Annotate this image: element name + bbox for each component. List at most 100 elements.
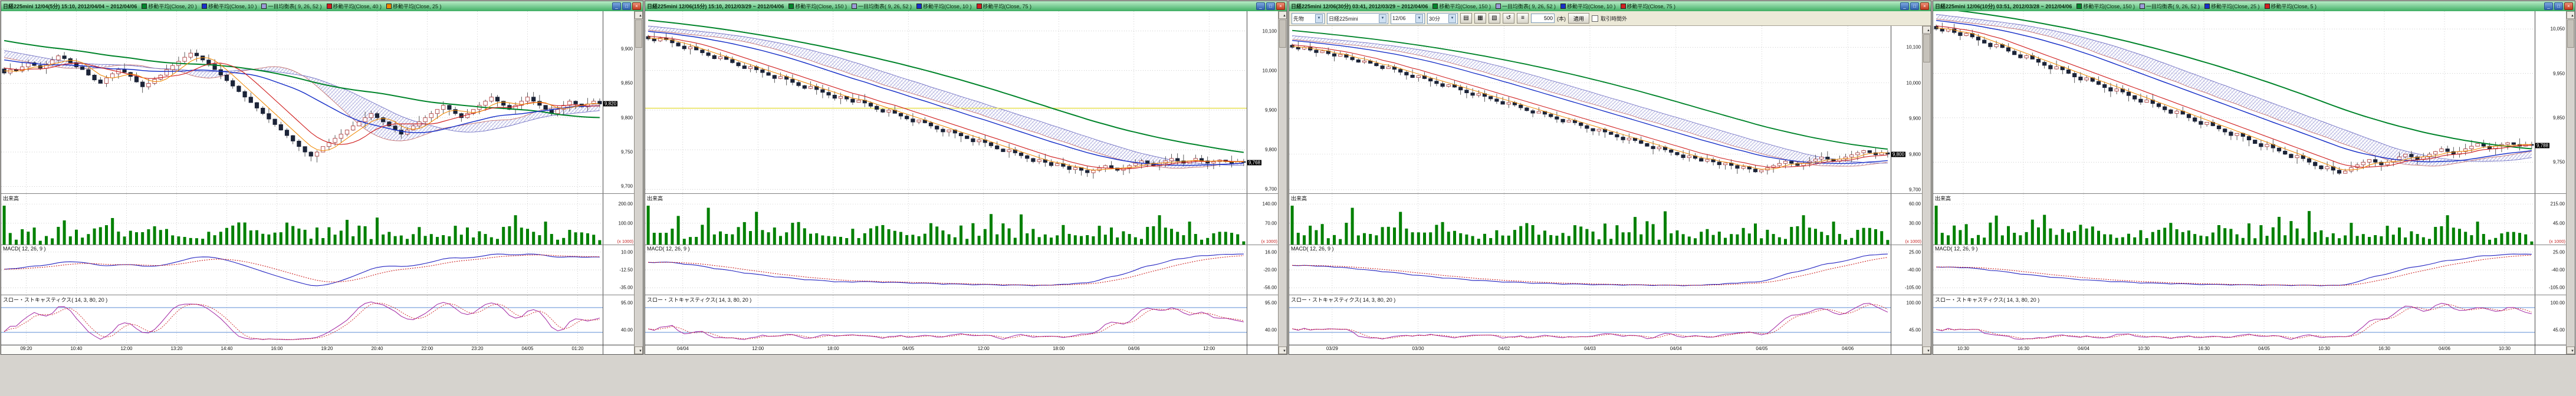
- stochastics-chart[interactable]: スロー・ストキャスティクス( 14, 3, 80, 20 ): [1, 295, 603, 345]
- legend-swatch-icon: [2139, 4, 2145, 9]
- price-chart[interactable]: [1289, 26, 1891, 193]
- maximize-button[interactable]: □: [1266, 2, 1275, 10]
- stochastics-chart[interactable]: スロー・ストキャスティクス( 14, 3, 80, 20 ): [1933, 295, 2535, 345]
- stochastics-axis: 100.00 45.00: [2535, 295, 2566, 345]
- volume-chart[interactable]: 出来高: [1289, 194, 1891, 245]
- price-chart[interactable]: [1933, 11, 2535, 193]
- maximize-button[interactable]: □: [1910, 2, 1919, 10]
- minimize-button[interactable]: _: [2544, 2, 2553, 10]
- time-tick-label: 18:00: [827, 346, 839, 351]
- axis-tick: 45.00: [1908, 327, 1921, 333]
- scrollbar-thumb[interactable]: [2567, 19, 2574, 48]
- stochastics-axis: 95.00 40.00: [1247, 295, 1278, 345]
- vertical-scrollbar[interactable]: ▲ ▼: [2566, 11, 2575, 354]
- price-chart[interactable]: [645, 11, 1247, 193]
- scroll-down-button[interactable]: ▼: [635, 346, 643, 354]
- timeframe-select[interactable]: 30分 ▼: [1427, 12, 1458, 24]
- close-button[interactable]: ×: [1276, 2, 1285, 10]
- window-titlebar[interactable]: 日経225mini 12/04(5分) 15:10, 2012/04/04 ~ …: [1, 1, 643, 11]
- window-titlebar[interactable]: 日経225mini 12/06(10分) 03:51, 2012/03/28 ~…: [1933, 1, 2575, 11]
- legend-swatch-icon: [1620, 4, 1626, 9]
- macd-chart[interactable]: MACD( 12, 26, 9 ): [1289, 245, 1891, 295]
- maximize-button[interactable]: □: [622, 2, 631, 10]
- chevron-down-icon[interactable]: ▼: [1448, 14, 1456, 23]
- after-hours-checkbox[interactable]: [1592, 15, 1599, 22]
- price-chart[interactable]: [1, 11, 603, 193]
- macd-chart[interactable]: MACD( 12, 26, 9 ): [1933, 245, 2535, 295]
- volume-chart[interactable]: 出来高: [1, 194, 603, 245]
- chart-window: 日経225mini 12/06(10分) 03:51, 2012/03/28 ~…: [1933, 1, 2575, 355]
- stochastics-chart[interactable]: スロー・ストキャスティクス( 14, 3, 80, 20 ): [645, 295, 1247, 345]
- volume-chart[interactable]: 出来高: [1933, 194, 2535, 245]
- chart-type-candle-button[interactable]: ▤: [1460, 13, 1472, 24]
- legend-item: 移動平均(Close, 10 ): [1560, 2, 1616, 10]
- legend-label: 移動平均(Close, 40 ): [333, 4, 382, 9]
- scroll-up-button[interactable]: ▲: [635, 11, 643, 19]
- scroll-up-button[interactable]: ▲: [1279, 11, 1287, 19]
- bar-count-input[interactable]: [1531, 14, 1555, 23]
- stochastics-chart[interactable]: スロー・ストキャスティクス( 14, 3, 80, 20 ): [1289, 295, 1891, 345]
- macd-chart[interactable]: MACD( 12, 26, 9 ): [1, 245, 603, 295]
- time-axis: 09:20 10:40 12:00 13:20 14:40 16:00 19:20 20:40…: [1, 345, 603, 354]
- time-axis-corner: [1891, 345, 1922, 354]
- minimize-button[interactable]: _: [1900, 2, 1909, 10]
- scroll-down-button[interactable]: ▼: [2567, 346, 2575, 354]
- time-tick-label: 04/05: [1756, 346, 1768, 351]
- window-titlebar[interactable]: 日経225mini 12/06(30分) 03:41, 2012/03/29 ~…: [1289, 1, 1931, 11]
- indicator-legends: 移動平均(Close, 150 ) 一目均衡表( 9, 26, 52 ) 移動平均(…: [2076, 2, 2539, 10]
- axis-tick: 9,800: [620, 115, 633, 121]
- scrollbar-thumb[interactable]: [635, 19, 642, 48]
- volume-chart[interactable]: 出来高: [645, 194, 1247, 245]
- scrollbar-thumb[interactable]: [1279, 19, 1286, 48]
- contract-select[interactable]: 12/06 ▼: [1391, 12, 1425, 24]
- macd-chart[interactable]: MACD( 12, 26, 9 ): [645, 245, 1247, 295]
- axis-tick: -105.00: [1904, 285, 1921, 291]
- maximize-button[interactable]: □: [2554, 2, 2563, 10]
- axis-tick: 9,800: [1908, 151, 1921, 157]
- chevron-down-icon[interactable]: ▼: [1379, 14, 1386, 23]
- axis-tick: 9,700: [620, 183, 633, 189]
- legend-item: 移動平均(Close, 10 ): [201, 2, 257, 10]
- apply-button[interactable]: 適用: [1568, 13, 1590, 24]
- legend-item: 移動平均(Close, 25 ): [386, 2, 442, 10]
- chart-type-line-button[interactable]: ▧: [1489, 13, 1500, 24]
- axis-tick: 60.00: [1908, 201, 1921, 207]
- vertical-scrollbar[interactable]: ▲ ▼: [1278, 11, 1287, 354]
- time-tick-label: 13:20: [170, 346, 183, 351]
- legend-label: 移動平均(Close, 20 ): [148, 4, 197, 9]
- scroll-up-button[interactable]: ▲: [1923, 26, 1931, 34]
- settings-button[interactable]: ≡: [1517, 13, 1529, 24]
- chevron-down-icon[interactable]: ▼: [1415, 14, 1423, 23]
- legend-item: 一目均衡表( 9, 26, 52 ): [851, 2, 912, 10]
- scrollbar-thumb[interactable]: [1923, 34, 1930, 62]
- refresh-button[interactable]: ↺: [1503, 13, 1514, 24]
- stochastics-label: スロー・ストキャスティクス( 14, 3, 80, 20 ): [647, 296, 752, 303]
- legend-label: 移動平均(Close, 10 ): [208, 4, 257, 9]
- window-titlebar[interactable]: 日経225mini 12/06(15分) 15:10, 2012/03/29 ~…: [645, 1, 1287, 11]
- window-controls: _ □ ×: [1900, 2, 1929, 10]
- legend-swatch-icon: [201, 4, 207, 9]
- time-tick-label: 20:40: [371, 346, 383, 351]
- minimize-button[interactable]: _: [612, 2, 621, 10]
- close-button[interactable]: ×: [632, 2, 641, 10]
- vertical-scrollbar[interactable]: ▲ ▼: [1922, 26, 1931, 354]
- scroll-up-button[interactable]: ▲: [2567, 11, 2575, 19]
- axis-tick: 9,850: [620, 80, 633, 86]
- minimize-button[interactable]: _: [1256, 2, 1265, 10]
- symbol-select-value: 日経225mini: [1329, 15, 1358, 22]
- scroll-down-button[interactable]: ▼: [1279, 346, 1287, 354]
- vertical-scrollbar[interactable]: ▲ ▼: [634, 11, 643, 354]
- close-button[interactable]: ×: [1920, 2, 1929, 10]
- legend-swatch-icon: [788, 4, 794, 9]
- chart-type-bar-button[interactable]: ▦: [1474, 13, 1486, 24]
- legend-swatch-icon: [851, 4, 857, 9]
- volume-scale-note: (x 1000): [1261, 239, 1277, 244]
- chevron-down-icon[interactable]: ▼: [1315, 14, 1323, 23]
- chart-title: 日経225mini 12/06(30分) 03:41, 2012/03/29 ~…: [1291, 4, 1428, 9]
- time-tick-label: 10:30: [2137, 346, 2150, 351]
- symbol-select[interactable]: 日経225mini ▼: [1327, 12, 1388, 24]
- scroll-down-button[interactable]: ▼: [1923, 346, 1931, 354]
- close-button[interactable]: ×: [2564, 2, 2573, 10]
- market-select[interactable]: 先物 ▼: [1292, 12, 1325, 24]
- legend-label: 一目均衡表( 9, 26, 52 ): [2145, 4, 2200, 9]
